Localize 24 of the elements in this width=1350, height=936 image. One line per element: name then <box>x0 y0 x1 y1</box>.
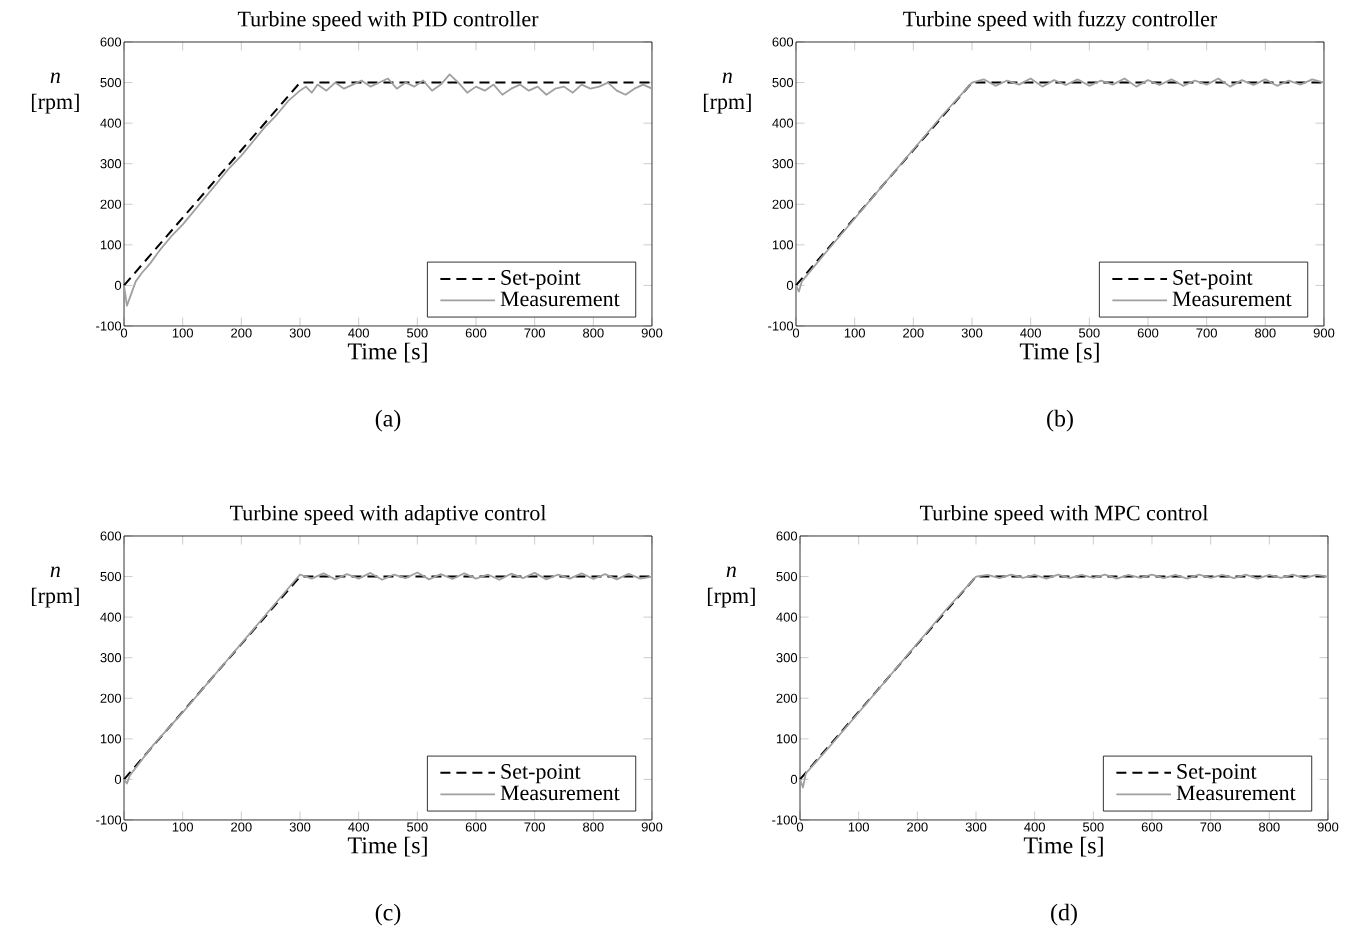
legend-label: Measurement <box>500 291 620 307</box>
legend-label: Set-point <box>501 270 581 290</box>
chart-title: Turbine speed with fuzzy controller <box>903 10 1218 31</box>
y-axis-title: n [rpm] <box>31 566 79 608</box>
text: (a) <box>375 409 401 432</box>
legend-label: Set-point <box>501 764 581 784</box>
text: (b) <box>1047 409 1073 432</box>
chart-title: Turbine speed with adaptive control <box>229 504 547 525</box>
legend-label: Set-point <box>1177 764 1257 784</box>
legend-label: Measurement <box>1176 785 1296 801</box>
legend-label: Measurement <box>500 785 620 801</box>
y-axis-title: n [rpm] <box>31 72 79 114</box>
text: (c) <box>375 903 401 926</box>
legend-label: Measurement <box>1172 291 1292 307</box>
x-axis-title: Time [s] <box>347 342 427 363</box>
legend-label: Set-point <box>1173 270 1253 290</box>
y-axis-title: n [rpm] <box>703 72 751 114</box>
text: (d) <box>1051 903 1077 926</box>
chart-title: Turbine speed with MPC control <box>919 504 1208 525</box>
y-axis-title: n [rpm] <box>707 566 755 608</box>
x-axis-title: Time [s] <box>1019 342 1099 363</box>
x-axis-title: Time [s] <box>347 836 427 857</box>
x-axis-title: Time [s] <box>1023 836 1103 857</box>
chart-title: Turbine speed with PID controller <box>237 11 539 31</box>
